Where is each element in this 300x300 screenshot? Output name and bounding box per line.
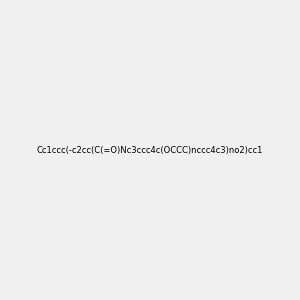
Text: Cc1ccc(-c2cc(C(=O)Nc3ccc4c(OCCC)nccc4c3)no2)cc1: Cc1ccc(-c2cc(C(=O)Nc3ccc4c(OCCC)nccc4c3)…: [37, 146, 263, 154]
